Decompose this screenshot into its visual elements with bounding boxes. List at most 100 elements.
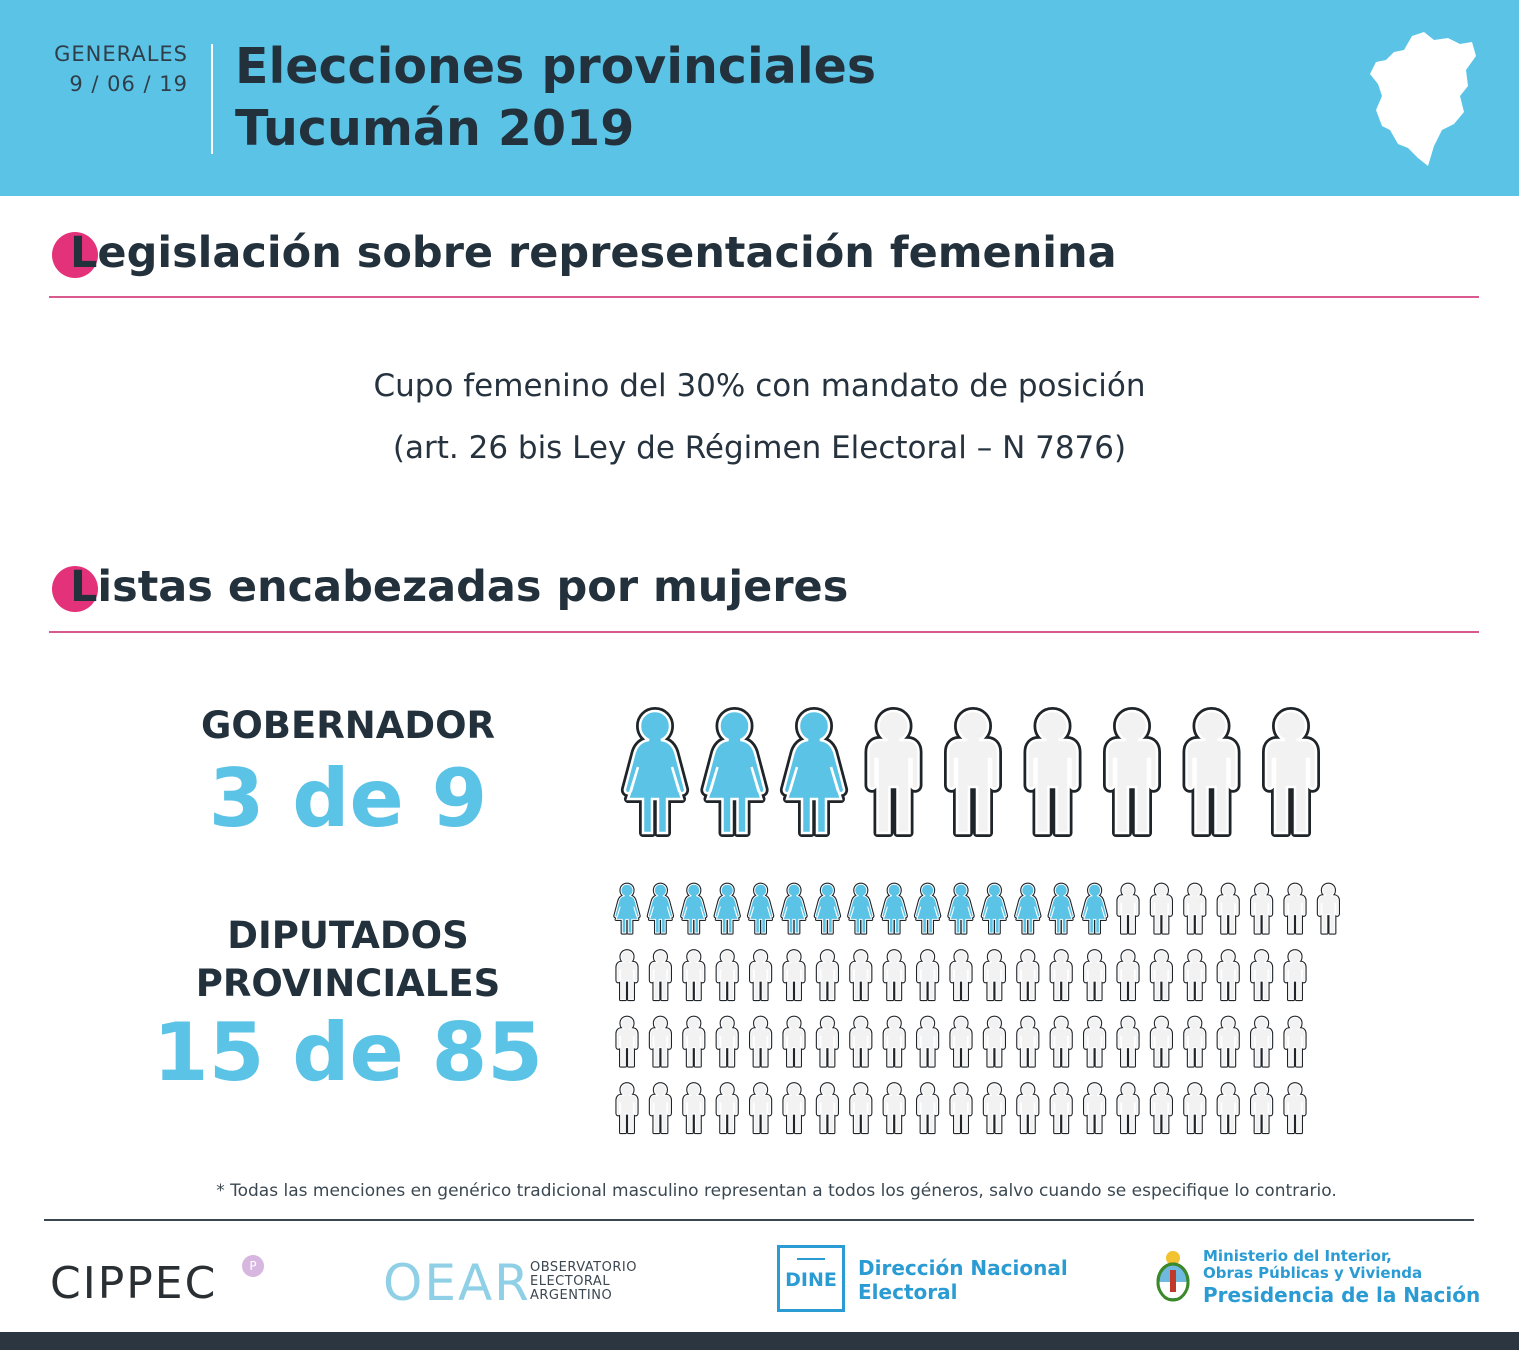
man-icon [715, 949, 739, 1002]
title-line-1: Elecciones provinciales [235, 38, 877, 95]
dine-name: Dirección Nacional Electoral [858, 1256, 1068, 1304]
woman-icon [980, 882, 1009, 935]
woman-icon [646, 882, 675, 935]
coat-of-arms-icon [1156, 1251, 1190, 1302]
man-icon [782, 1015, 806, 1068]
man-icon [1083, 1015, 1107, 1068]
man-icon [1083, 949, 1107, 1002]
legislation-line-1: Cupo femenino del 30% con mandato de pos… [373, 368, 1146, 404]
deputies-value: 15 de 85 [153, 1006, 543, 1099]
man-icon [615, 1015, 639, 1068]
man-icon [944, 707, 1002, 837]
man-icon [648, 1015, 673, 1068]
governor-value: 3 de 9 [208, 752, 488, 845]
man-icon [849, 1015, 873, 1068]
man-icon [682, 1015, 706, 1068]
man-icon [1249, 882, 1274, 935]
man-icon [815, 949, 839, 1002]
woman-icon [947, 882, 975, 935]
man-icon [715, 1082, 739, 1135]
ministry-line-3: Presidencia de la Nación [1203, 1283, 1481, 1307]
man-icon [1182, 707, 1241, 837]
man-icon [815, 1015, 839, 1068]
man-icon [982, 1015, 1006, 1068]
man-icon [1149, 1015, 1174, 1068]
title-line-2: Tucumán 2019 [235, 100, 635, 157]
man-icon [1149, 949, 1174, 1002]
woman-icon [880, 882, 908, 935]
man-icon [882, 1015, 906, 1068]
oear-logo: OEAR [383, 1254, 531, 1312]
man-icon [1116, 1082, 1140, 1135]
governor-icon-array [620, 707, 1320, 837]
woman-icon [779, 707, 849, 837]
woman-icon [713, 882, 741, 935]
footer-rule [44, 1219, 1474, 1221]
ministry-line-2: Obras Públicas y Vivienda [1203, 1264, 1423, 1282]
man-icon [1183, 1082, 1207, 1135]
legislation-line-2: (art. 26 bis Ley de Régimen Electoral – … [392, 430, 1127, 466]
dine-line-1: Dirección Nacional [858, 1256, 1068, 1280]
oear-subtitle: OBSERVATORIO ELECTORAL ARGENTINO [530, 1261, 637, 1303]
dine-line-2: Electoral [858, 1280, 958, 1304]
man-icon [1216, 1015, 1240, 1068]
man-icon [1283, 1082, 1307, 1135]
deputies-label-line-1: DIPUTADOS [227, 914, 469, 957]
man-icon [949, 1082, 973, 1135]
man-icon [648, 1082, 673, 1135]
section-rule [49, 296, 1479, 298]
header-divider [211, 44, 213, 154]
man-icon [1249, 1082, 1274, 1135]
man-icon [1249, 1015, 1274, 1068]
header-banner: GENERALES 9 / 06 / 19 Elecciones provinc… [0, 0, 1519, 196]
woman-icon [813, 882, 842, 935]
man-icon [682, 949, 706, 1002]
oear-sub-1: OBSERVATORIO [530, 1260, 637, 1275]
man-icon [1283, 882, 1307, 935]
cippec-logo: CIPPEC [50, 1258, 218, 1309]
man-icon [1116, 882, 1140, 935]
man-icon [849, 949, 873, 1002]
man-icon [864, 707, 923, 837]
man-icon [1283, 1015, 1307, 1068]
man-icon [1049, 1015, 1073, 1068]
man-icon [1116, 1015, 1140, 1068]
woman-icon [780, 882, 808, 935]
governor-label: GOBERNADOR [200, 704, 496, 747]
man-icon [1149, 882, 1174, 935]
man-icon [1049, 949, 1073, 1002]
man-icon [749, 1082, 773, 1135]
man-icon [982, 949, 1006, 1002]
man-icon [715, 1015, 739, 1068]
man-icon [916, 1015, 940, 1068]
man-icon [1149, 1082, 1174, 1135]
ministry-line-1: Ministerio del Interior, [1203, 1247, 1392, 1265]
man-icon [815, 1082, 839, 1135]
man-icon [882, 949, 906, 1002]
man-icon [1283, 949, 1307, 1002]
woman-icon [620, 707, 690, 837]
man-icon [949, 1015, 973, 1068]
man-icon [682, 1082, 706, 1135]
woman-icon [680, 882, 708, 935]
man-icon [1316, 882, 1341, 935]
man-icon [982, 1082, 1006, 1135]
man-icon [1183, 949, 1207, 1002]
man-icon [749, 949, 773, 1002]
woman-icon [1080, 882, 1109, 935]
man-icon [1116, 949, 1140, 1002]
man-icon [916, 1082, 940, 1135]
woman-icon [613, 882, 641, 935]
man-icon [1023, 707, 1082, 837]
woman-icon [913, 882, 942, 935]
woman-icon [1014, 882, 1042, 935]
date-value: 9 / 06 / 19 [69, 72, 188, 96]
oear-sub-3: ARGENTINO [530, 1288, 613, 1303]
ministry-name: Ministerio del Interior, Obras Públicas … [1203, 1248, 1480, 1308]
woman-icon [700, 707, 769, 837]
section-rule [49, 631, 1479, 633]
footnote: * Todas las menciones en genérico tradic… [216, 1181, 1337, 1201]
deputies-label: DIPUTADOS PROVINCIALES [148, 912, 548, 1008]
footer-bar [0, 1332, 1519, 1350]
man-icon [1183, 882, 1207, 935]
